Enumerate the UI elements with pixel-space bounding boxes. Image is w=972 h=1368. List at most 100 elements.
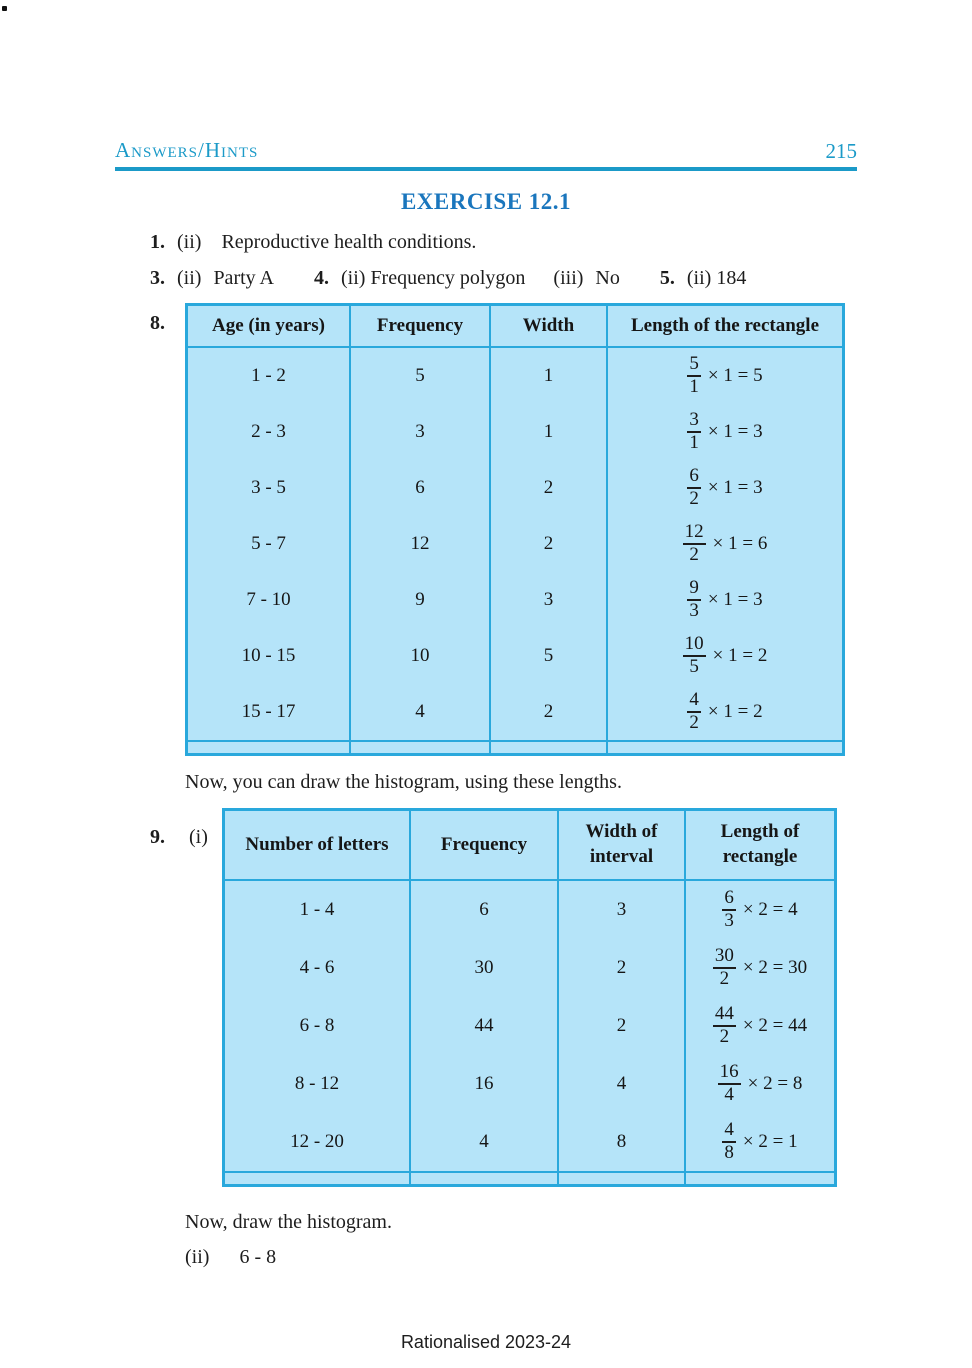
column-header-frequency: Frequency	[351, 306, 491, 348]
fraction-denominator: 2	[687, 487, 701, 509]
question-number: 4.	[314, 267, 329, 289]
fraction-denominator: 8	[722, 1141, 736, 1163]
table-cell-frequency: 10	[351, 628, 491, 684]
table-cell-interval: 6 - 8	[225, 997, 411, 1055]
fraction: 16 4	[717, 1061, 741, 1106]
equation-tail: × 1 = 5	[707, 365, 763, 386]
fraction-numerator: 3	[689, 409, 699, 431]
table-cell-length-equation: 12 2 × 1 = 6	[608, 516, 842, 572]
note-after-table9: Now, draw the histogram.	[185, 1211, 392, 1233]
equation-tail: × 1 = 3	[707, 589, 763, 610]
column-header-length-rectangle: Length of rectangle	[686, 811, 834, 881]
answer-part: (ii)	[686, 267, 712, 289]
table-cell-frequency: 16	[411, 1055, 559, 1113]
fraction-denominator: 1	[687, 375, 701, 397]
equation-tail: × 1 = 2	[712, 645, 768, 666]
table-q8-wrapper: Age (in years) Frequency Width Length of…	[185, 303, 845, 756]
table-spacer	[411, 1171, 559, 1184]
column-header-width: Width	[491, 306, 608, 348]
answer-text: 184	[716, 267, 747, 289]
fraction-numerator: 12	[684, 521, 704, 543]
equation-tail: × 1 = 2	[707, 701, 763, 722]
table-cell-frequency: 4	[351, 684, 491, 740]
table-cell-length-equation: 4 8 × 2 = 1	[686, 1113, 834, 1171]
table-cell-width: 8	[559, 1113, 686, 1171]
note-after-table8: Now, you can draw the histogram, using t…	[185, 771, 622, 793]
footer-rationalised: Rationalised 2023-24	[400, 1332, 572, 1352]
column-header-age: Age (in years)	[188, 306, 351, 348]
fraction: 9 3	[687, 577, 701, 622]
answer-line-q9ii: (ii) 6 - 8	[185, 1246, 276, 1269]
answer-part: (ii)	[177, 231, 202, 253]
answer-text: Reproductive health conditions.	[221, 231, 477, 253]
question-number: 5.	[659, 267, 675, 289]
fraction-denominator: 3	[722, 909, 736, 931]
table-cell-interval: 3 - 5	[188, 460, 351, 516]
answer-text: Frequency polygon	[370, 267, 526, 289]
fraction: 30 2	[712, 945, 736, 990]
table-cell-interval: 4 - 6	[225, 939, 411, 997]
fraction-denominator: 2	[682, 543, 706, 566]
column-header-frequency: Frequency	[411, 811, 559, 881]
table-cell-interval: 7 - 10	[188, 572, 351, 628]
fraction-numerator: 16	[719, 1061, 739, 1083]
table-cell-width: 1	[491, 348, 608, 404]
header-rule	[115, 167, 857, 171]
equation-tail: × 2 = 8	[747, 1073, 803, 1094]
fraction: 3 1	[687, 409, 701, 454]
table-cell-interval: 5 - 7	[188, 516, 351, 572]
equation-tail: × 2 = 44	[742, 1015, 808, 1036]
table-cell-length-equation: 10 5 × 1 = 2	[608, 628, 842, 684]
table-cell-width: 3	[559, 881, 686, 939]
fraction-numerator: 10	[684, 633, 704, 655]
fraction: 4 8	[722, 1119, 736, 1164]
fraction-denominator: 4	[717, 1083, 741, 1106]
table-cell-frequency: 4	[411, 1113, 559, 1171]
column-header-length: Length of the rectangle	[608, 306, 842, 348]
table-cell-width: 2	[491, 684, 608, 740]
table-cell-width: 4	[559, 1055, 686, 1113]
fraction-numerator: 6	[724, 887, 734, 909]
equation-tail: × 2 = 4	[742, 899, 798, 920]
question-part-9i: (i)	[189, 826, 208, 848]
table-cell-frequency: 6	[351, 460, 491, 516]
table-cell-width: 2	[491, 516, 608, 572]
question-number-9: 9.	[150, 826, 165, 848]
answer-part: (ii)	[341, 267, 366, 289]
table-cell-width: 5	[491, 628, 608, 684]
fraction-denominator: 3	[687, 599, 701, 621]
equation-tail: × 2 = 1	[742, 1131, 798, 1152]
fraction-numerator: 44	[714, 1003, 734, 1025]
table-cell-width: 2	[559, 997, 686, 1055]
answer-text: Party A	[213, 267, 274, 289]
table-q9-wrapper: Number of letters Frequency Width of int…	[222, 808, 837, 1187]
table-cell-interval: 12 - 20	[225, 1113, 411, 1171]
table-cell-frequency: 44	[411, 997, 559, 1055]
table-cell-interval: 1 - 4	[225, 881, 411, 939]
column-header-letters: Number of letters	[225, 811, 411, 881]
table-cell-width: 2	[559, 939, 686, 997]
exercise-title: EXERCISE 12.1	[400, 189, 572, 214]
fraction-numerator: 5	[689, 353, 699, 375]
equation-tail: × 2 = 30	[742, 957, 808, 978]
table-cell-length-equation: 30 2 × 2 = 30	[686, 939, 834, 997]
question-number-8: 8.	[150, 312, 165, 334]
fraction-denominator: 2	[687, 711, 701, 733]
table-cell-length-equation: 3 1 × 1 = 3	[608, 404, 842, 460]
scan-artifact-dot	[2, 6, 7, 11]
table-cell-length-equation: 6 2 × 1 = 3	[608, 460, 842, 516]
table-spacer	[686, 1171, 834, 1184]
answer-text: 6 - 8	[239, 1246, 277, 1268]
table-cell-length-equation: 9 3 × 1 = 3	[608, 572, 842, 628]
answer-part: (ii)	[185, 1246, 210, 1268]
table-cell-length-equation: 44 2 × 2 = 44	[686, 997, 834, 1055]
question-number: 1.	[150, 231, 165, 253]
answer-part: (iii)	[553, 267, 584, 289]
answer-text: No	[595, 267, 620, 289]
question-number: 3.	[150, 267, 165, 289]
table-spacer	[225, 1171, 411, 1184]
fraction: 44 2	[712, 1003, 736, 1048]
table-cell-width: 1	[491, 404, 608, 460]
table-cell-interval: 2 - 3	[188, 404, 351, 460]
table-spacer	[559, 1171, 686, 1184]
